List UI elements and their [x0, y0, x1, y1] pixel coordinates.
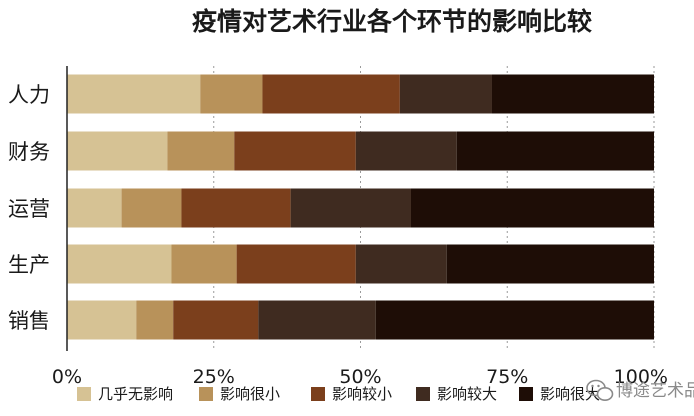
watermark-text: 博途艺术品 — [616, 381, 694, 401]
bar-segment — [67, 188, 122, 228]
bar-segment — [200, 74, 263, 114]
legend-swatch — [199, 387, 213, 401]
x-tick-label: 75% — [486, 366, 528, 388]
bar-segment — [410, 188, 654, 228]
bar-segment — [375, 300, 654, 340]
x-tick-label: 25% — [193, 366, 235, 388]
bar-segment — [234, 131, 356, 171]
legend-label: 影响较大 — [437, 385, 497, 403]
bar-segment — [173, 300, 259, 340]
bar-segment — [136, 300, 174, 340]
bar-segment — [67, 300, 137, 340]
bar-segment — [399, 74, 492, 114]
bar-segment — [262, 74, 400, 114]
legend: 几乎无影响 影响很小 影响较小 影响较大 影响很大 — [77, 385, 600, 403]
watermark: 博途艺术品 — [586, 379, 694, 401]
wechat-icon — [586, 379, 614, 401]
bar-segment — [181, 188, 291, 228]
bar-segment — [456, 131, 654, 171]
category-label: 生产 — [8, 253, 50, 277]
bar-segment — [355, 244, 447, 284]
legend-label: 几乎无影响 — [98, 385, 173, 403]
legend-swatch — [77, 387, 91, 401]
bar-segment — [258, 300, 376, 340]
bar-segment — [491, 74, 654, 114]
bar-segment — [446, 244, 654, 284]
bar-segment — [121, 188, 182, 228]
category-label: 人力 — [8, 83, 50, 107]
chart-title: 疫情对艺术行业各个环节的影响比较 — [192, 7, 592, 36]
legend-swatch — [519, 387, 533, 401]
bar-segment — [67, 244, 172, 284]
category-label: 财务 — [8, 140, 50, 164]
bar-segment — [290, 188, 411, 228]
bar-segment — [355, 131, 457, 171]
category-label: 运营 — [8, 197, 50, 221]
legend-label: 影响很大 — [540, 385, 600, 403]
x-tick-label: 50% — [339, 366, 381, 388]
legend-swatch — [311, 387, 325, 401]
bar-segment — [67, 74, 201, 114]
legend-label: 影响较小 — [332, 385, 392, 403]
bar-segment — [67, 131, 168, 171]
bar-segment — [236, 244, 356, 284]
bar-segment — [167, 131, 235, 171]
x-tick-label: 100% — [614, 366, 668, 388]
x-tick-label: 0% — [52, 366, 82, 388]
legend-label: 影响很小 — [220, 385, 280, 403]
bars — [67, 74, 654, 340]
category-label: 销售 — [8, 309, 50, 333]
bar-segment — [171, 244, 237, 284]
legend-swatch — [416, 387, 430, 401]
